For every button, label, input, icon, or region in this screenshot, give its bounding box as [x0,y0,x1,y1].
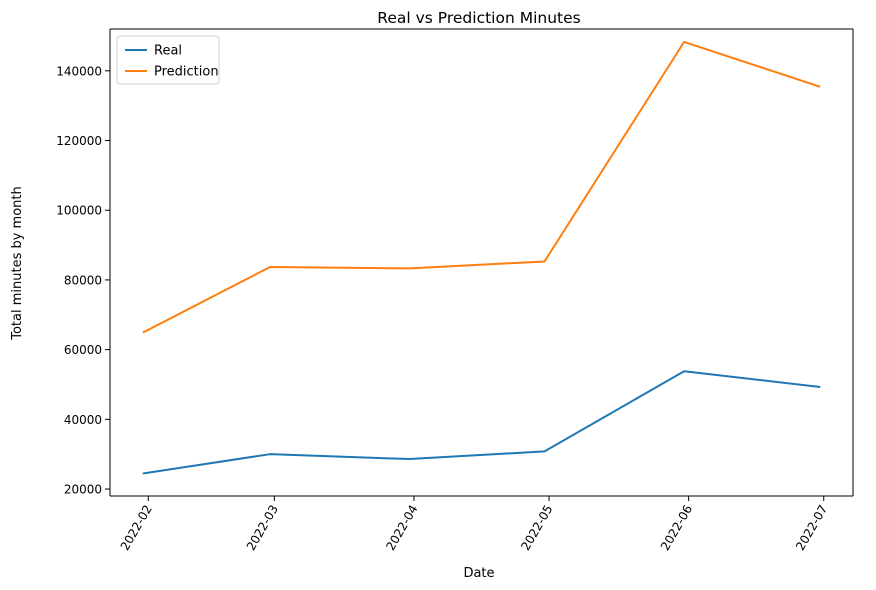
x-tick-label: 2022-05 [518,503,555,553]
series-layer [142,40,821,475]
y-tick-label: 120000 [56,134,102,148]
x-tick-label: 2022-06 [658,503,695,553]
y-tick-label: 140000 [56,64,102,78]
chart-title: Real vs Prediction Minutes [377,9,580,27]
axes-layer [109,28,854,497]
y-axis-label: Total minutes by month [10,186,25,341]
x-axis-label: Date [463,566,494,581]
x-tick-label: 2022-04 [383,503,420,553]
y-tick-label: 60000 [64,343,102,357]
x-ticks: 2022-02 2022-03 2022-04 2022-05 2022-06 2022-… [118,496,830,553]
x-tick-label: 2022-03 [244,503,281,553]
x-tick-label: 2022-02 [118,503,155,553]
plot-area [110,29,853,496]
x-tick-label: 2022-07 [793,503,830,553]
y-ticks: 20000 40000 60000 80000 100000 120000 140000 [56,64,110,497]
y-tick-label: 80000 [64,273,102,287]
y-tick-label: 40000 [64,413,102,427]
series-line-real [142,370,821,475]
legend-label-real: Real [154,44,182,59]
legend: Real Prediction [116,35,220,85]
legend-label-prediction: Prediction [154,65,219,80]
y-tick-label: 100000 [56,204,102,218]
y-tick-label: 20000 [64,483,102,497]
series-line-prediction [142,40,821,334]
